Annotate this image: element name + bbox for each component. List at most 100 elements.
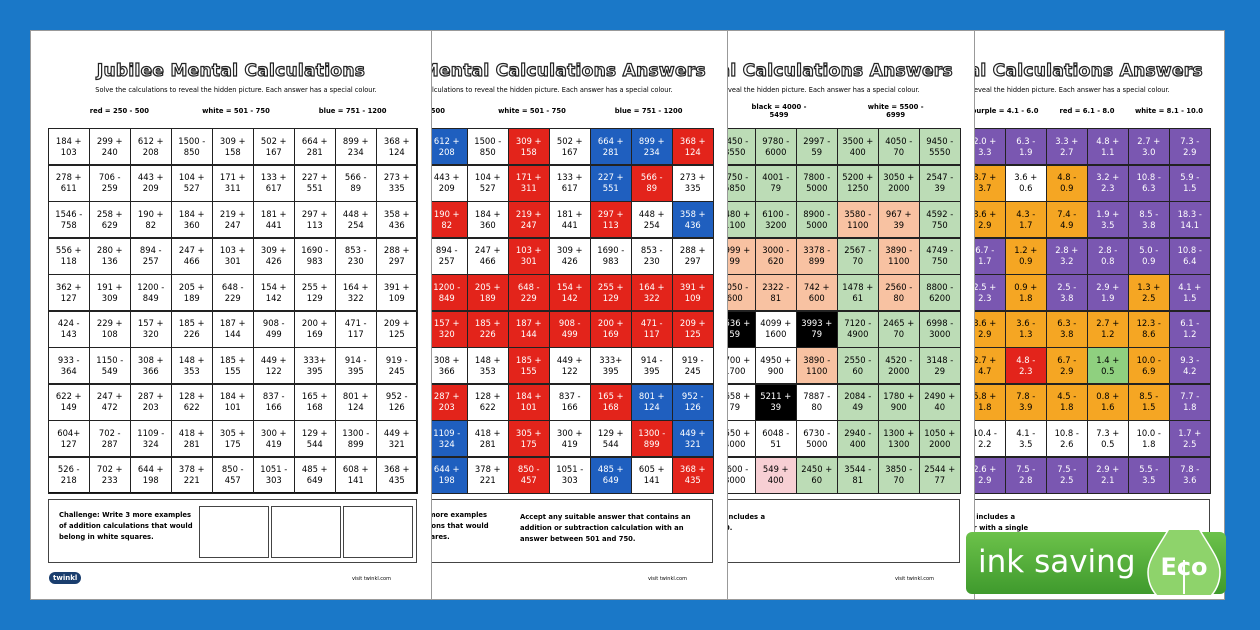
calc-cell: 209 + 125 — [376, 310, 418, 348]
calc-cell: 914 - 395 — [631, 347, 673, 384]
calc-cell: 280 + 136 — [89, 237, 131, 275]
calc-cell: 1500 - 850 — [467, 128, 509, 165]
calc-cell: 200 + 169 — [294, 310, 336, 348]
calc-cell: 485 + 649 — [590, 456, 632, 494]
calc-cell: 622 + 149 — [48, 383, 90, 421]
calc-cell: 3.6 - 1.3 — [1005, 310, 1047, 348]
calc-cell: 837 - 166 — [549, 383, 591, 421]
calc-cell: 6998 - 3000 — [919, 310, 961, 348]
calc-cell: 3850 - 70 — [878, 456, 920, 494]
calc-cell: 648 - 229 — [508, 274, 550, 311]
calc-cell: 184 + 360 — [467, 201, 509, 238]
calc-cell: 1.7 + 2.5 — [1169, 420, 1211, 457]
calc-cell: 850 - 457 — [508, 456, 550, 494]
calc-cell: 3.2 + 2.3 — [1087, 164, 1129, 202]
calc-grid: 612 + 208 1500 - 850 309 + 158 502 + 167 664… — [344, 128, 714, 494]
calc-cell: 148 + 353 — [171, 347, 213, 384]
calc-cell: 164 + 322 — [335, 274, 377, 311]
calc-cell: 9450 - 5550 — [919, 128, 961, 165]
calc-cell: 742 + 600 — [796, 274, 838, 311]
calc-cell: 448 + 254 — [631, 201, 673, 238]
calc-cell: 2544 + 77 — [919, 456, 961, 494]
calc-cell: 185 + 155 — [508, 347, 550, 384]
eco-badge: ink saving Eco — [966, 530, 1226, 595]
answer-text: Accept any suitable answer that contains… — [520, 513, 691, 543]
calc-cell: 2.7 + 1.2 — [1087, 310, 1129, 348]
calc-cell: 3544 - 81 — [837, 456, 879, 494]
calc-cell: 10.0 - 1.8 — [1128, 420, 1170, 457]
calc-cell: 4.3 - 1.7 — [1005, 201, 1047, 238]
calc-cell: 191 + 309 — [89, 274, 131, 311]
calc-cell: 128 + 622 — [467, 383, 509, 421]
calc-cell: 664 + 281 — [590, 128, 632, 165]
calc-cell: 1690 - 983 — [590, 237, 632, 275]
calc-cell: 549 + 400 — [755, 456, 797, 494]
calc-cell: 190 + 82 — [426, 201, 468, 238]
calc-cell: 0.9 + 1.8 — [1005, 274, 1047, 311]
calc-cell: 247 + 466 — [467, 237, 509, 275]
calc-cell: 2.8 + 3.2 — [1046, 237, 1088, 275]
calc-cell: 133 + 617 — [253, 164, 295, 202]
calc-cell: 4749 - 750 — [919, 237, 961, 275]
calc-cell: 308 + 366 — [426, 347, 468, 384]
calc-cell: 1.2 + 0.9 — [1005, 237, 1047, 275]
calc-cell: 1051 - 303 — [253, 456, 295, 494]
calc-cell: 2560 - 80 — [878, 274, 920, 311]
calc-cell: 358 + 436 — [376, 201, 418, 238]
calc-cell: 702 + 233 — [89, 456, 131, 494]
calc-cell: 952 - 126 — [672, 383, 714, 421]
calc-cell: 424 - 143 — [48, 310, 90, 348]
key-item: white = 501 - 750 — [498, 107, 566, 115]
calc-cell: 502 + 167 — [253, 128, 295, 165]
calc-grid: 7450 - 3550 9780 - 6000 2997 - 59 3500 + 40… — [591, 128, 961, 494]
calc-cell: 566 - 89 — [335, 164, 377, 202]
calc-cell: 0.8 + 1.6 — [1087, 383, 1129, 421]
calc-cell: 908 - 499 — [253, 310, 295, 348]
calc-cell: 2.9 + 2.1 — [1087, 456, 1129, 494]
calc-cell: 8800 - 6200 — [919, 274, 961, 311]
calc-cell: 919 - 245 — [672, 347, 714, 384]
calc-cell: 648 - 229 — [212, 274, 254, 311]
calc-cell: 2.9 + 1.9 — [1087, 274, 1129, 311]
calc-cell: 164 + 322 — [631, 274, 673, 311]
calc-cell: 914 - 395 — [335, 347, 377, 384]
calc-cell: 853 - 230 — [631, 237, 673, 275]
calc-cell: 6.3 - 3.8 — [1046, 310, 1088, 348]
calc-cell: 2.5 - 3.8 — [1046, 274, 1088, 311]
calc-cell: 5211 + 39 — [755, 383, 797, 421]
calc-cell: 664 + 281 — [294, 128, 336, 165]
calc-cell: 157 + 320 — [130, 310, 172, 348]
calc-cell: 273 + 335 — [672, 164, 714, 202]
calc-cell: 443 + 209 — [130, 164, 172, 202]
calc-cell: 297 + 113 — [590, 201, 632, 238]
calc-cell: 219 + 247 — [212, 201, 254, 238]
calc-cell: 1051 - 303 — [549, 456, 591, 494]
calc-cell: 3.3 + 2.7 — [1046, 128, 1088, 165]
calc-cell: 190 + 82 — [130, 201, 172, 238]
calc-cell: 2547 - 39 — [919, 164, 961, 202]
calc-cell: 6.3 - 1.9 — [1005, 128, 1047, 165]
calc-cell: 185 + 226 — [467, 310, 509, 348]
calc-cell: 6.1 - 1.2 — [1169, 310, 1211, 348]
calc-cell: 333+ 395 — [294, 347, 336, 384]
calc-cell: 309 + 426 — [549, 237, 591, 275]
calc-cell: 1690 - 983 — [294, 237, 336, 275]
calc-cell: 2490 + 40 — [919, 383, 961, 421]
calc-cell: 418 + 281 — [171, 420, 213, 457]
calc-cell: 171 + 311 — [212, 164, 254, 202]
sheet-subtitle: Solve the calculations to reveal the hid… — [95, 86, 377, 94]
calc-cell: 7.3 - 2.9 — [1169, 128, 1211, 165]
calc-cell: 287 + 203 — [426, 383, 468, 421]
calc-cell: 1478 + 61 — [837, 274, 879, 311]
calc-cell: 612 + 208 — [130, 128, 172, 165]
calc-cell: 10.8 - 6.3 — [1128, 164, 1170, 202]
calc-cell: 6.7 - 2.9 — [1046, 347, 1088, 384]
calc-cell: 1300 + 1300 — [878, 420, 920, 457]
calc-cell: 4099 + 1600 — [755, 310, 797, 348]
calc-cell: 485 + 649 — [294, 456, 336, 494]
calc-cell: 103 + 301 — [508, 237, 550, 275]
calc-cell: 333+ 395 — [590, 347, 632, 384]
calc-cell: 605 + 141 — [631, 456, 673, 494]
calc-cell: 300 + 419 — [253, 420, 295, 457]
calc-cell: 148 + 353 — [467, 347, 509, 384]
